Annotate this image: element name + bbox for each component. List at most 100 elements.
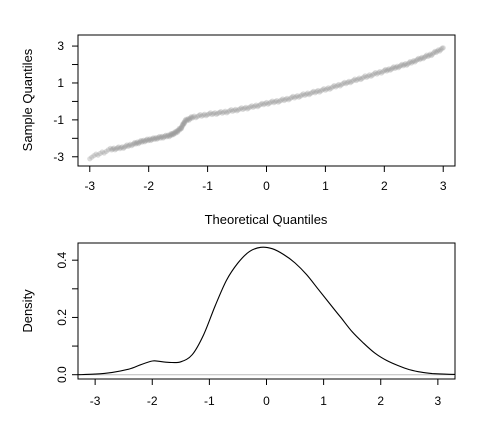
qq-point	[339, 82, 345, 88]
qq-point	[356, 75, 362, 81]
density-x-tick-label: -2	[147, 394, 158, 408]
qq-point	[308, 90, 314, 97]
qq-point	[89, 154, 95, 160]
qq-point	[367, 72, 373, 78]
qq-point	[419, 54, 425, 60]
qq-point	[421, 54, 427, 61]
qq-point	[233, 106, 239, 112]
qq-point	[247, 104, 253, 110]
qq-plot-panel: -3 -2 -1 0 1 2 3 -3-113 Theoretical Quantiles …	[20, 34, 456, 227]
density-y-tick-label: 0.4	[55, 252, 69, 269]
qq-point	[136, 140, 142, 146]
qq-x-tick-label: -3	[84, 179, 95, 193]
qq-point	[87, 156, 93, 162]
qq-point	[428, 52, 434, 59]
qq-point	[133, 141, 139, 147]
qq-point	[328, 85, 334, 91]
qq-y-tick-label: -3	[53, 150, 64, 164]
qq-point	[159, 133, 165, 139]
qq-y-axis-label: Sample Quantiles	[20, 48, 35, 151]
qq-point	[179, 124, 185, 130]
density-y-tick-label: 0.0	[55, 366, 69, 383]
qq-point	[305, 90, 311, 96]
qq-point	[255, 104, 261, 110]
qq-point	[381, 68, 387, 74]
qq-point	[166, 134, 172, 140]
qq-point	[406, 60, 412, 66]
density-x-tick-label: -3	[90, 394, 101, 408]
qq-point	[185, 116, 191, 122]
qq-point	[99, 149, 105, 155]
qq-point	[203, 113, 209, 119]
qq-point	[300, 91, 306, 97]
qq-point	[430, 51, 436, 57]
qq-point	[141, 137, 147, 143]
qq-point	[142, 139, 148, 145]
qq-point	[170, 130, 176, 136]
qq-point	[120, 145, 126, 151]
qq-point	[194, 114, 200, 120]
density-x-tick-label: 1	[320, 394, 327, 408]
qq-points	[87, 45, 446, 162]
qq-point	[181, 121, 187, 127]
qq-point	[130, 142, 136, 148]
qq-point	[187, 116, 193, 122]
qq-point	[411, 58, 417, 64]
qq-point	[374, 71, 380, 77]
qq-point	[263, 99, 270, 106]
qq-point	[138, 137, 144, 144]
qq-point	[364, 74, 370, 80]
qq-point	[275, 99, 281, 105]
qq-point	[114, 145, 121, 151]
qq-point	[162, 133, 168, 139]
qq-point	[303, 91, 309, 97]
qq-point	[152, 135, 158, 142]
qq-point	[228, 107, 234, 113]
qq-point	[392, 65, 398, 71]
qq-point	[181, 120, 187, 126]
qq-point	[227, 108, 233, 114]
qq-point	[118, 145, 124, 151]
qq-point	[151, 136, 157, 142]
qq-point	[91, 153, 97, 159]
qq-point	[312, 90, 318, 96]
qq-point	[427, 51, 433, 57]
qq-point	[216, 109, 222, 116]
qq-point	[432, 48, 438, 54]
qq-point	[431, 50, 437, 56]
qq-point	[139, 139, 145, 145]
qq-point	[425, 53, 431, 60]
qq-point	[234, 108, 240, 114]
qq-point	[107, 145, 113, 151]
qq-point	[184, 118, 190, 124]
qq-point	[372, 70, 379, 76]
qq-point	[268, 99, 274, 105]
qq-x-tick-label: -2	[143, 179, 154, 193]
qq-point	[172, 129, 178, 135]
qq-point	[186, 117, 192, 123]
qq-point	[352, 76, 358, 82]
qq-point	[149, 136, 156, 142]
qq-point	[177, 127, 183, 133]
qq-point	[294, 93, 300, 99]
qq-point	[221, 109, 227, 115]
qq-point	[322, 87, 328, 93]
qq-point	[398, 62, 404, 68]
qq-point	[336, 81, 342, 88]
qq-point	[424, 52, 430, 58]
qq-point	[134, 139, 141, 145]
qq-point	[165, 132, 171, 138]
qq-point	[321, 86, 327, 92]
qq-point	[362, 73, 368, 79]
qq-point	[404, 62, 410, 68]
qq-point	[182, 117, 188, 123]
qq-point	[182, 119, 188, 125]
qq-point	[123, 143, 129, 149]
qq-point	[127, 141, 133, 147]
qq-x-axis-label: Theoretical Quantiles	[205, 212, 328, 227]
qq-point	[109, 147, 115, 153]
qq-point	[283, 96, 289, 102]
qq-point	[103, 148, 109, 154]
qq-point	[365, 73, 371, 79]
qq-point	[143, 137, 149, 143]
